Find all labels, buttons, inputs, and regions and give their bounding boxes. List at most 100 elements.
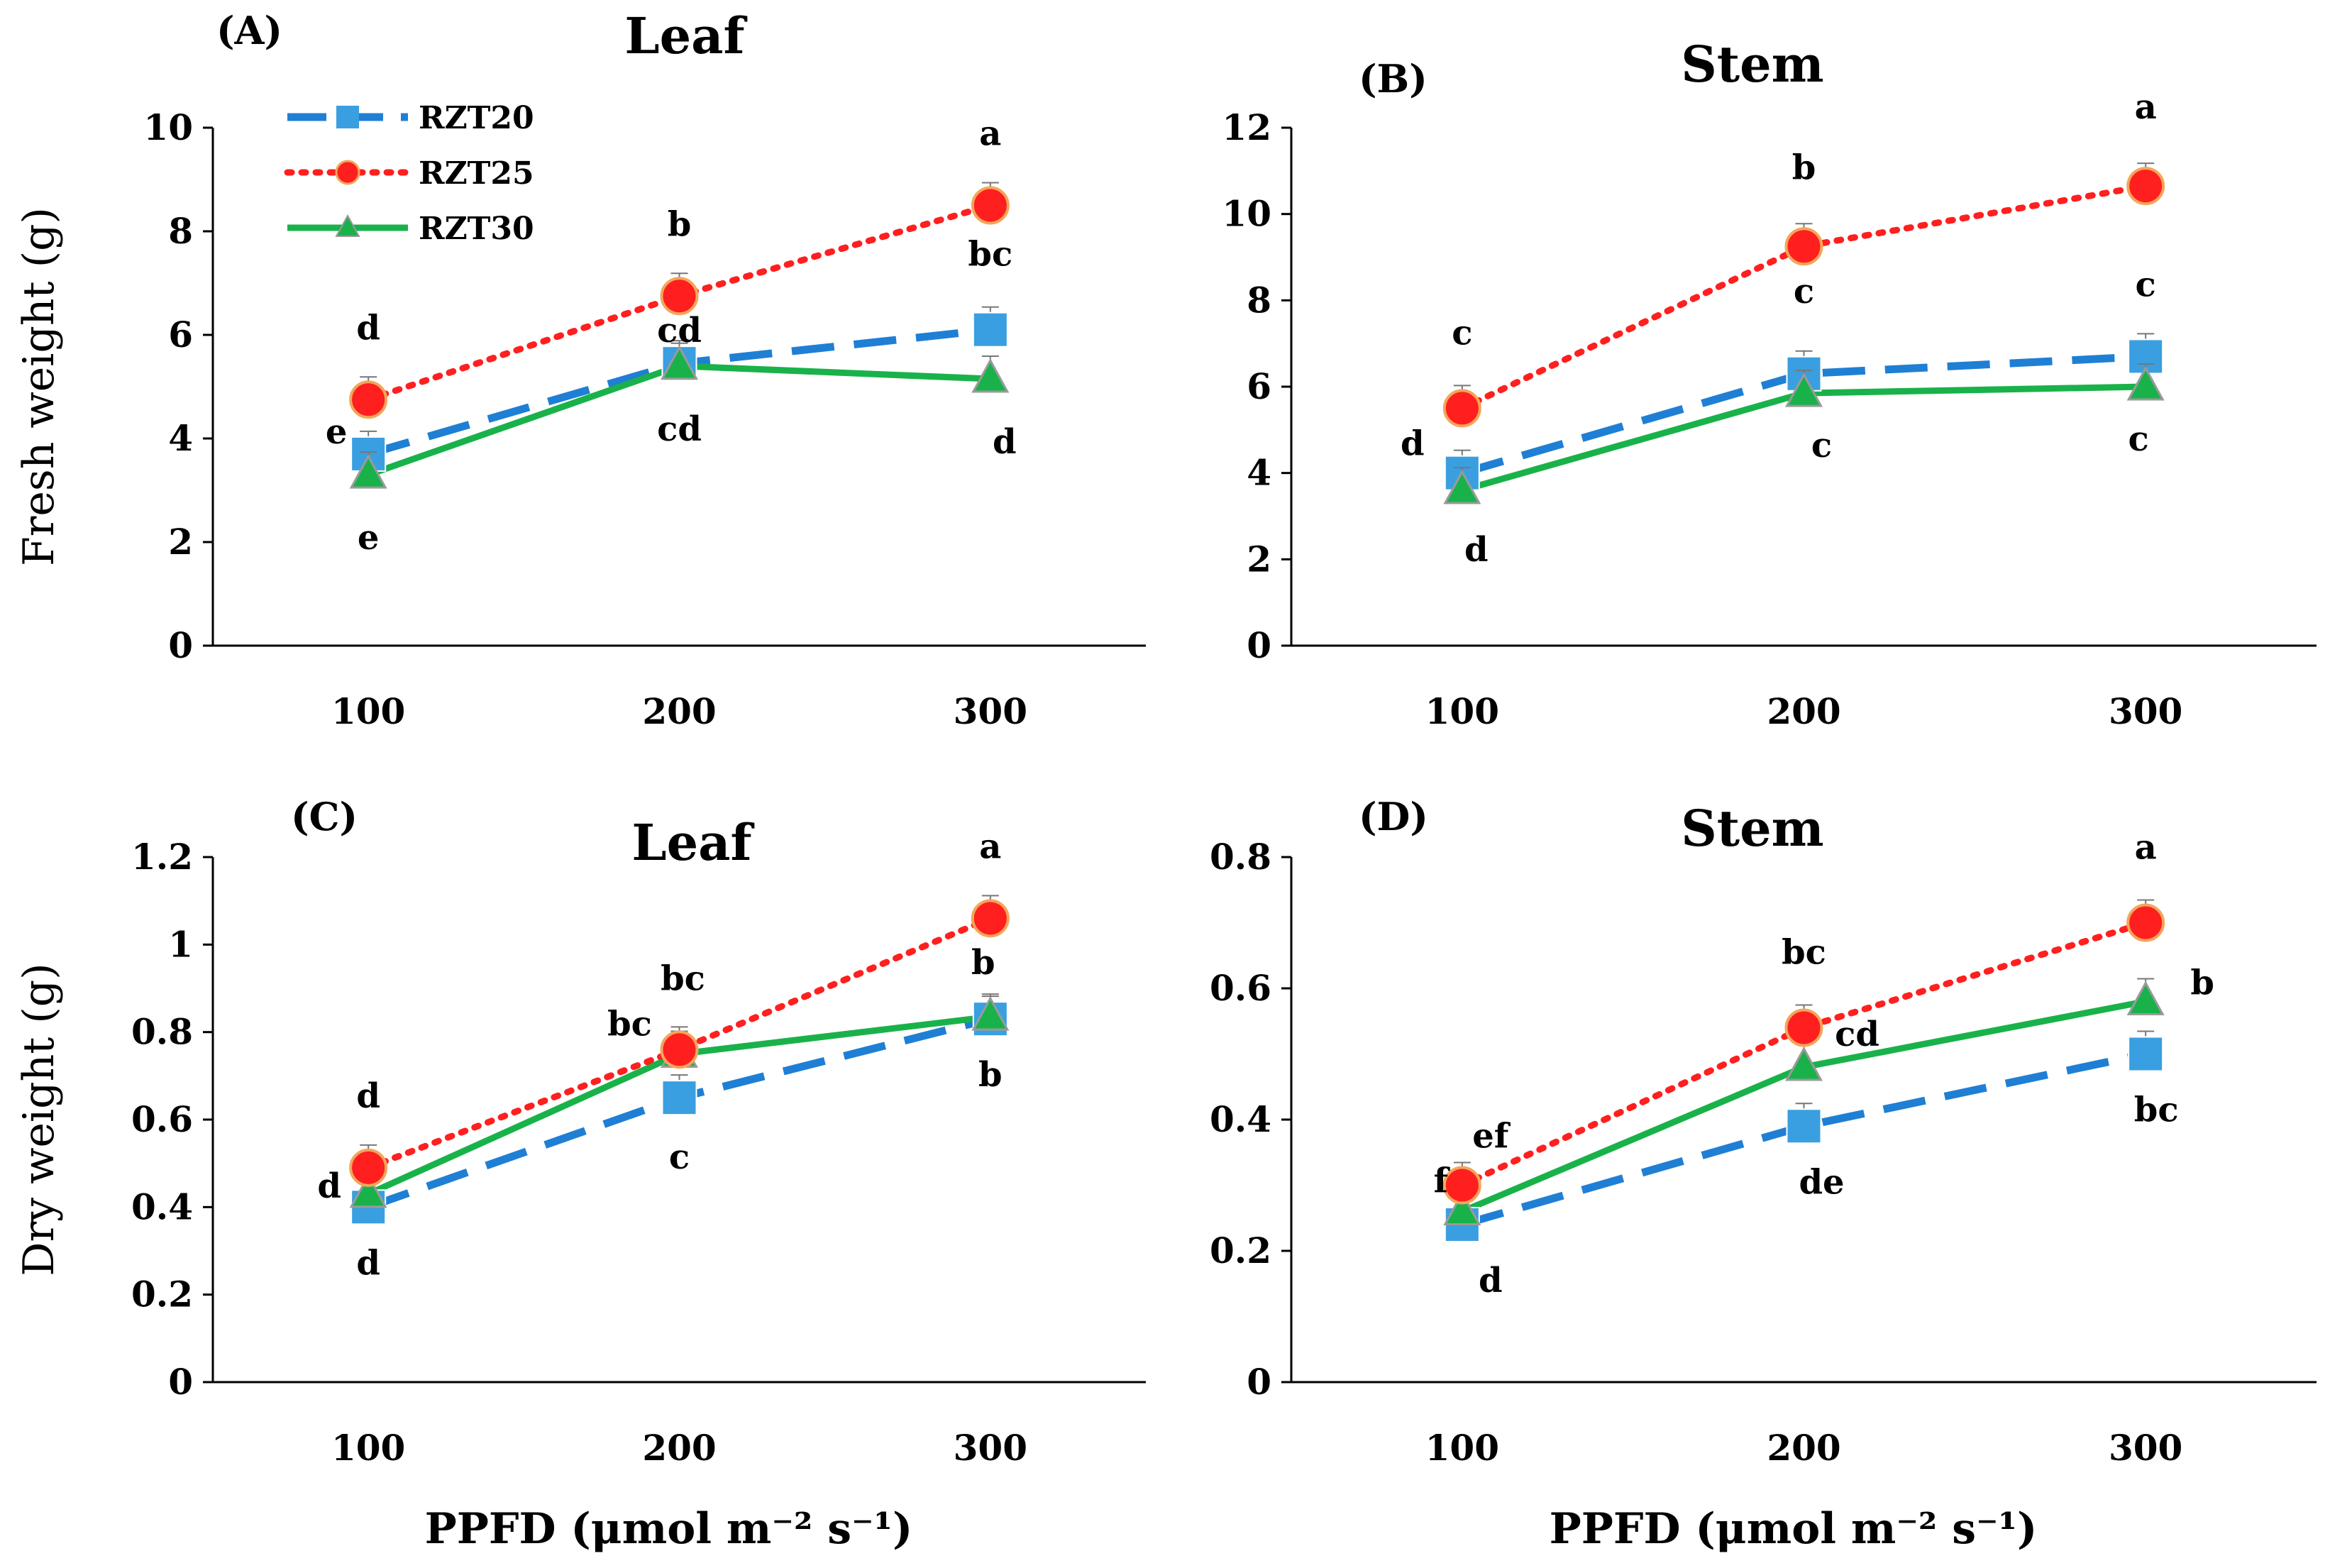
- y-tick-label: 4: [168, 417, 193, 459]
- y-tick-label: 0.4: [1210, 1098, 1271, 1140]
- significance-letter: c: [669, 1137, 690, 1177]
- significance-letter: a: [979, 114, 1001, 154]
- y-axis-label: Dry weight (g): [14, 963, 64, 1276]
- significance-letter: c: [2129, 419, 2149, 459]
- series-line-rzt20: [1461, 352, 2146, 477]
- data-point-rzt25: [349, 1148, 388, 1187]
- y-tick-label: 0.8: [1210, 836, 1271, 878]
- y-tick-label: 2: [168, 521, 193, 563]
- significance-letter: c: [2136, 265, 2156, 304]
- y-tick-label: 0.8: [131, 1011, 193, 1053]
- legend-marker-rzt30: [335, 214, 360, 237]
- x-tick-label: 100: [1425, 690, 1499, 732]
- y-axis-label: Fresh weight (g): [14, 207, 64, 566]
- legend: RZT20 RZT25 RZT30: [284, 100, 534, 247]
- data-point-rzt30: [1443, 469, 1481, 504]
- legend-label-rzt25: RZT25: [419, 155, 534, 192]
- significance-letter: e: [358, 518, 380, 558]
- data-point-rzt25: [1784, 227, 1823, 266]
- data-point-rzt30: [971, 995, 1010, 1031]
- data-point-rzt25: [660, 277, 699, 316]
- significance-letter: f: [1434, 1161, 1451, 1201]
- y-tick-label: 6: [1247, 365, 1271, 407]
- significance-letter: bc: [2134, 1091, 2179, 1130]
- significance-letter: bc: [607, 1004, 652, 1044]
- panel-label: (B): [1359, 56, 1428, 101]
- significance-letter: d: [1479, 1261, 1503, 1301]
- y-tick-label: 0: [1247, 624, 1271, 666]
- x-tick-label: 100: [331, 690, 405, 732]
- y-tick-label: 0.2: [1210, 1230, 1271, 1271]
- data-point-rzt25: [971, 899, 1010, 938]
- y-tick-label: 8: [168, 210, 193, 252]
- significance-letter: a: [2135, 87, 2157, 127]
- legend-marker-rzt25: [335, 160, 360, 185]
- y-tick-label: 1: [168, 923, 193, 965]
- data-point-rzt20: [2128, 1036, 2164, 1072]
- significance-letter: bc: [1782, 933, 1826, 973]
- significance-letter: d: [1464, 530, 1489, 570]
- data-point-rzt25: [660, 1030, 699, 1069]
- significance-letter: b: [2190, 964, 2214, 1003]
- y-tick-label: 0.6: [131, 1098, 193, 1140]
- series-line-rzt20: [1461, 1050, 2147, 1229]
- significance-letter: c: [1811, 426, 1832, 465]
- significance-letter: c: [1452, 313, 1472, 353]
- significance-letter: d: [356, 1243, 380, 1283]
- chart-title: Stem: [1681, 799, 1824, 858]
- significance-letter: b: [971, 943, 995, 983]
- data-point-rzt25: [1442, 1166, 1481, 1205]
- y-tick-label: 1.2: [131, 836, 193, 878]
- x-tick-label: 200: [1767, 690, 1840, 732]
- significance-letter: a: [2135, 828, 2157, 868]
- data-point-rzt20: [1786, 1108, 1822, 1144]
- data-point-rzt30: [2126, 981, 2165, 1015]
- x-tick-label: 300: [954, 1427, 1027, 1469]
- legend-label-rzt20: RZT20: [419, 100, 534, 136]
- data-point-rzt30: [2126, 365, 2165, 401]
- significance-letter: b: [978, 1055, 1003, 1095]
- panel-label: (A): [216, 8, 282, 53]
- panel-label: (C): [291, 794, 358, 839]
- y-tick-label: 0.4: [131, 1186, 193, 1227]
- chart-title: Leaf: [624, 6, 747, 65]
- panel-label: (D): [1359, 794, 1428, 839]
- significance-letter: cd: [1835, 1015, 1879, 1054]
- series-line-rzt25: [1459, 182, 2149, 412]
- x-axis-label: PPFD (μmol m⁻² s⁻¹): [1550, 1504, 2038, 1554]
- chart-panel-b: 0 2 4 6 8 10 12 100 200 300 Stem (B) d c c d c c c b a: [1222, 35, 2317, 732]
- significance-letter: d: [1401, 424, 1425, 464]
- significance-letter: d: [993, 422, 1017, 462]
- data-point-rzt30: [660, 345, 699, 380]
- data-point-rzt20: [661, 1080, 697, 1116]
- significance-letter: ef: [1472, 1117, 1511, 1156]
- y-tick-label: 10: [1222, 193, 1271, 235]
- data-point-rzt25: [349, 380, 388, 419]
- data-point-rzt25: [1784, 1008, 1823, 1047]
- data-point-rzt25: [971, 186, 1010, 225]
- x-tick-label: 300: [2109, 690, 2182, 732]
- chart-panel-a: 0 2 4 6 8 10 100 200 300 Leaf (A) Fresh weight (g) e…: [14, 6, 1146, 732]
- significance-letter: bc: [661, 959, 705, 999]
- y-tick-label: 4: [1247, 452, 1271, 494]
- data-point-rzt30: [971, 358, 1010, 393]
- y-tick-label: 6: [168, 314, 193, 355]
- x-tick-label: 100: [331, 1427, 405, 1469]
- legend-label-rzt30: RZT30: [419, 211, 534, 247]
- chart-panel-c: 0 0.2 0.4 0.6 0.8 1 1.2 100 200 300 Leaf (C) Dry wei…: [14, 794, 1146, 1554]
- significance-letter: b: [1792, 148, 1816, 187]
- significance-letter: e: [326, 412, 348, 452]
- y-tick-label: 2: [1247, 538, 1271, 580]
- legend-marker-rzt20: [336, 106, 359, 128]
- x-tick-label: 200: [642, 690, 716, 732]
- y-tick-label: 10: [143, 106, 193, 148]
- y-tick-label: 0.2: [131, 1274, 193, 1315]
- x-axis-label: PPFD (μmol m⁻² s⁻¹): [425, 1504, 913, 1554]
- y-tick-label: 0.6: [1210, 967, 1271, 1009]
- data-point-rzt30: [1784, 372, 1823, 407]
- significance-letter: d: [356, 308, 380, 348]
- x-tick-label: 200: [642, 1427, 716, 1469]
- chart-panel-d: 0 0.2 0.4 0.6 0.8 100 200 300 Stem (D) PPFD (μmol …: [1210, 794, 2317, 1554]
- significance-letter: bc: [968, 235, 1012, 275]
